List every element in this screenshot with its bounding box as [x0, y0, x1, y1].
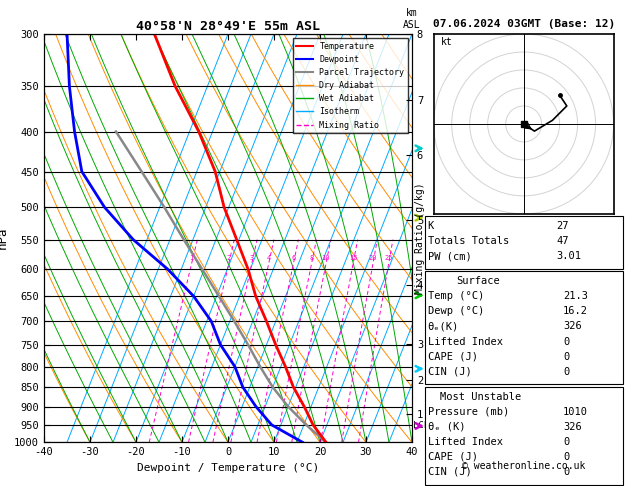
Text: 3: 3: [250, 256, 253, 261]
Text: 0: 0: [563, 452, 569, 462]
Text: 0: 0: [563, 336, 569, 347]
Text: K: K: [428, 221, 434, 231]
Text: 326: 326: [563, 422, 582, 432]
Text: θₑ (K): θₑ (K): [428, 422, 465, 432]
Text: 4: 4: [266, 256, 270, 261]
Text: CIN (J): CIN (J): [428, 467, 472, 477]
Text: 20: 20: [369, 256, 377, 261]
Text: Temp (°C): Temp (°C): [428, 291, 484, 301]
Text: θₑ(K): θₑ(K): [428, 321, 459, 331]
Text: CAPE (J): CAPE (J): [428, 452, 477, 462]
Text: 1010: 1010: [563, 407, 588, 417]
Text: 6: 6: [291, 256, 296, 261]
Text: 1: 1: [189, 256, 194, 261]
Text: 3.01: 3.01: [557, 251, 582, 261]
Text: km
ASL: km ASL: [403, 8, 421, 30]
Text: 2: 2: [226, 256, 231, 261]
Text: CAPE (J): CAPE (J): [428, 351, 477, 362]
Text: Most Unstable: Most Unstable: [440, 392, 521, 401]
Text: © weatheronline.co.uk: © weatheronline.co.uk: [462, 461, 586, 471]
Text: 07.06.2024 03GMT (Base: 12): 07.06.2024 03GMT (Base: 12): [433, 19, 615, 29]
Text: Mixing Ratio (g/kg): Mixing Ratio (g/kg): [415, 182, 425, 294]
Text: Pressure (mb): Pressure (mb): [428, 407, 509, 417]
Text: 0: 0: [563, 437, 569, 447]
Text: 21.3: 21.3: [563, 291, 588, 301]
Y-axis label: hPa: hPa: [0, 227, 9, 249]
Text: CIN (J): CIN (J): [428, 366, 472, 377]
Legend: Temperature, Dewpoint, Parcel Trajectory, Dry Adiabat, Wet Adiabat, Isotherm, Mi: Temperature, Dewpoint, Parcel Trajectory…: [293, 38, 408, 133]
Text: 0: 0: [563, 467, 569, 477]
Text: 15: 15: [348, 256, 357, 261]
Text: 25: 25: [384, 256, 392, 261]
Text: 8: 8: [309, 256, 313, 261]
Text: Surface: Surface: [456, 276, 500, 286]
Text: Lifted Index: Lifted Index: [428, 437, 503, 447]
Text: PW (cm): PW (cm): [428, 251, 472, 261]
Text: Dewp (°C): Dewp (°C): [428, 306, 484, 316]
Text: Lifted Index: Lifted Index: [428, 336, 503, 347]
Text: 0: 0: [563, 351, 569, 362]
Text: 0: 0: [563, 366, 569, 377]
Text: 326: 326: [563, 321, 582, 331]
Text: 10: 10: [321, 256, 330, 261]
Title: 40°58'N 28°49'E 55m ASL: 40°58'N 28°49'E 55m ASL: [136, 20, 320, 33]
Text: 47: 47: [557, 236, 569, 246]
Text: kt: kt: [441, 37, 453, 47]
Text: Totals Totals: Totals Totals: [428, 236, 509, 246]
Text: LCL: LCL: [413, 421, 430, 430]
X-axis label: Dewpoint / Temperature (°C): Dewpoint / Temperature (°C): [137, 463, 319, 473]
Text: 27: 27: [557, 221, 569, 231]
Text: 16.2: 16.2: [563, 306, 588, 316]
